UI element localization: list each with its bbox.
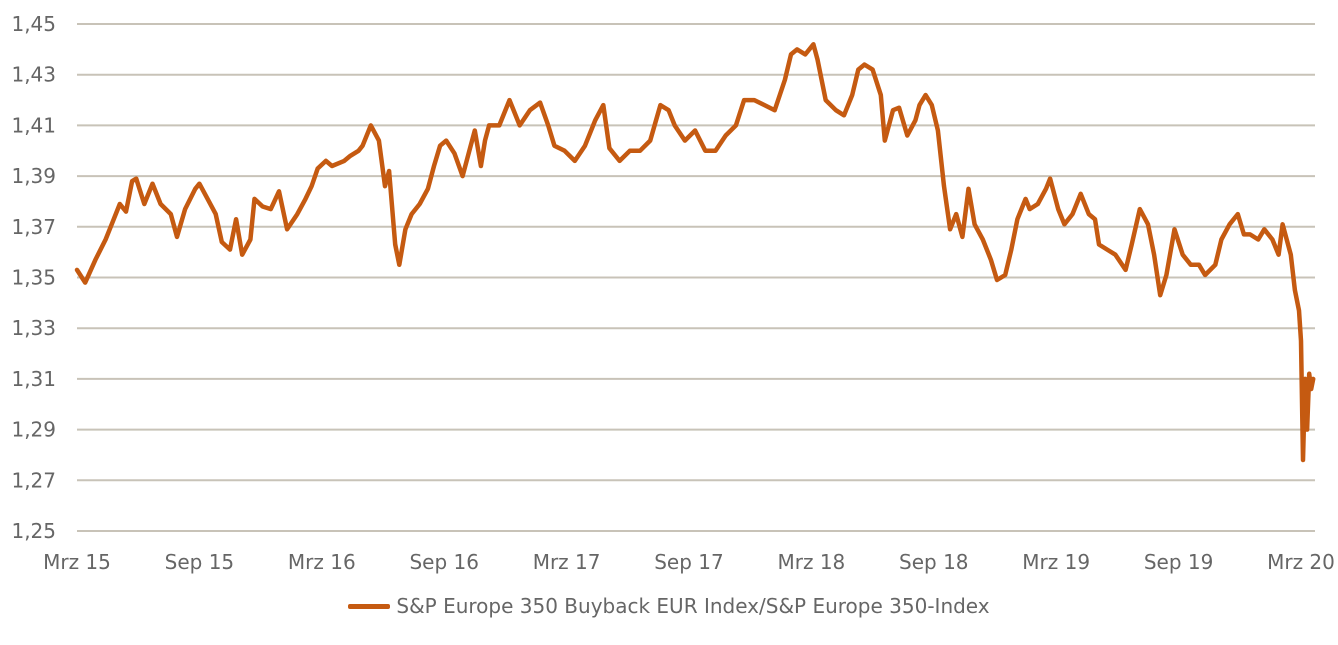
x-tick-label: Sep 16	[409, 550, 479, 574]
x-tick-label: Mrz 18	[778, 550, 846, 574]
y-tick-label: 1,29	[11, 418, 56, 442]
legend: S&P Europe 350 Buyback EUR Index/S&P Eur…	[0, 594, 1338, 618]
y-tick-label: 1,41	[11, 113, 56, 137]
y-tick-label: 1,27	[11, 468, 56, 492]
x-tick-label: Mrz 17	[533, 550, 601, 574]
y-tick-label: 1,37	[11, 215, 56, 239]
series-lines	[74, 42, 1316, 463]
legend-swatch	[348, 603, 391, 609]
legend-label: S&P Europe 350 Buyback EUR Index/S&P Eur…	[396, 594, 990, 618]
y-tick-label: 1,45	[11, 12, 56, 36]
y-tick-label: 1,25	[11, 519, 56, 543]
x-tick-label: Mrz 16	[288, 550, 356, 574]
series-line	[74, 42, 1316, 463]
x-tick-label: Sep 15	[165, 550, 235, 574]
y-tick-label: 1,39	[11, 164, 56, 188]
y-tick-label: 1,31	[11, 367, 56, 391]
y-tick-label: 1,43	[11, 63, 56, 87]
x-tick-label: Sep 17	[654, 550, 724, 574]
gridlines	[77, 23, 1315, 532]
x-tick-label: Mrz 19	[1022, 550, 1090, 574]
x-tick-label: Mrz 15	[43, 550, 111, 574]
x-tick-label: Sep 19	[1144, 550, 1214, 574]
y-tick-label: 1,33	[11, 316, 56, 340]
y-axis-ticks: 1,25 1,27 1,29 1,31 1,33 1,35 1,37 1,39 1,41 1,43…	[11, 12, 56, 543]
x-axis-ticks: Mrz 15 Sep 15 Mrz 16 Sep 16 Mrz 17 Sep 17 Mrz …	[43, 550, 1335, 574]
x-tick-label: Sep 18	[899, 550, 969, 574]
y-tick-label: 1,35	[11, 266, 56, 290]
x-tick-label: Mrz 20	[1267, 550, 1335, 574]
